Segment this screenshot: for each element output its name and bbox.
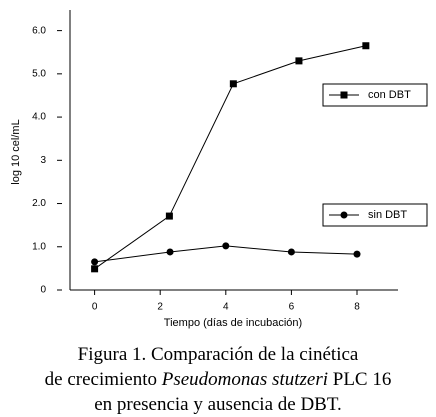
legend-marker [340, 91, 348, 99]
caption-text: de crecimiento [45, 369, 162, 390]
x-tick-label: 6 [289, 302, 295, 313]
data-point [91, 265, 99, 273]
data-point [295, 57, 303, 65]
caption-text: PLC 16 [328, 369, 391, 390]
y-tick-label: 1.0 [32, 241, 46, 252]
data-point [222, 242, 230, 250]
x-tick-label: 8 [354, 302, 360, 313]
legend-marker [340, 211, 348, 219]
data-point [166, 248, 174, 256]
x-axis-label: Tiempo (días de incubación) [164, 317, 302, 329]
caption-line: Figura 1. Comparación de la cinética [78, 344, 359, 365]
legend-box [322, 83, 428, 107]
y-axis-label: log 10 cel/mL [10, 119, 22, 184]
data-point [353, 250, 361, 258]
data-point [229, 80, 237, 88]
caption-line: de crecimiento Pseudomonas stutzeri PLC … [45, 369, 392, 390]
legend-label: con DBT [368, 89, 411, 101]
x-tick-label: 4 [223, 302, 229, 313]
caption-line: en presencia y ausencia de DBT. [94, 394, 342, 415]
data-point [91, 258, 99, 266]
y-tick-label: 0 [40, 285, 46, 296]
data-point [362, 42, 370, 50]
x-tick-label: 0 [92, 302, 98, 313]
series-line [94, 45, 366, 270]
data-point [165, 212, 173, 220]
data-point [287, 248, 295, 256]
legend-box [322, 203, 428, 227]
y-tick-label: 4.0 [32, 112, 46, 123]
y-tick-label: 6.0 [32, 25, 46, 36]
caption-species: Pseudomonas stutzeri [161, 369, 328, 390]
y-tick-label: 2.0 [32, 198, 46, 209]
x-tick-label: 2 [157, 302, 163, 313]
legend-label: sin DBT [368, 209, 407, 221]
y-tick-label: 3 [40, 155, 46, 166]
y-tick-label: 5.0 [32, 68, 46, 79]
